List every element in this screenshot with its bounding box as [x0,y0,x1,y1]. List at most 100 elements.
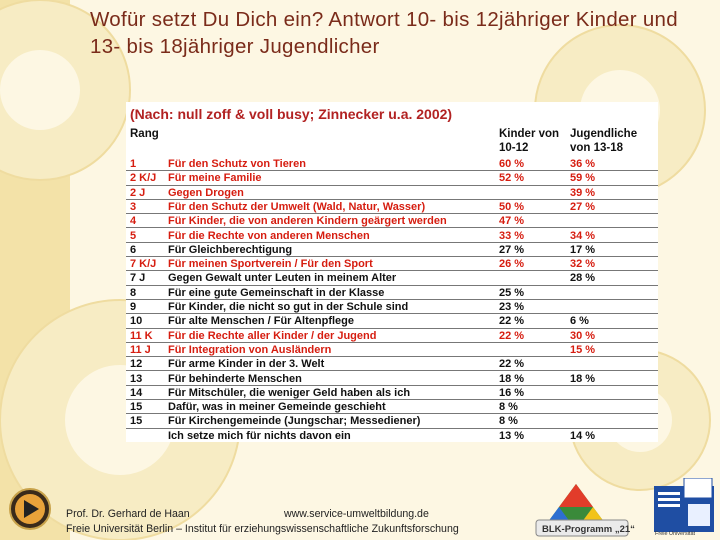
row-rank: 2 J [130,186,146,199]
row-rank: 14 [130,386,143,399]
row-text: Für den Schutz von Tieren [168,158,306,170]
row-rank: 4 [130,215,137,228]
table-row: 1 Für den Schutz von Tieren 60 % 36 % [126,157,658,172]
row-rank: 8 [130,286,137,299]
row-youth-value: 59 % [570,172,596,185]
row-text: Für behinderte Menschen [168,372,302,385]
row-youth-value: 34 % [570,229,596,242]
header-youth-line1: Jugendliche [570,128,638,140]
row-rank: 2 K/J [130,172,157,185]
results-table: (Nach: null zoff & voll busy; Zinnecker … [126,102,658,442]
fu-berlin-logo [654,478,714,532]
table-row: 11 K Für die Rechte aller Kinder / der Ju… [126,329,658,343]
row-kids-value: 50 % [499,200,525,213]
row-text: Für Mitschüler, die weniger Geld haben a… [168,386,411,399]
row-text: Gegen Drogen [168,186,244,199]
table-row: 8 Für eine gute Gemeinschaft in der Klass… [126,286,658,300]
row-text: Für meine Familie [168,172,262,185]
row-youth-value: 15 % [570,343,596,356]
table-row: 7 K/J Für meinen Sportverein / Für den Sp… [126,257,658,272]
row-kids-value: 33 % [499,229,525,242]
table-row: 4 Für Kinder, die von anderen Kindern geä… [126,214,658,229]
row-kids-value: 22 % [499,358,525,371]
row-kids-value: 26 % [499,258,525,271]
table-row: 14 Für Mitschüler, die weniger Geld haben… [126,386,658,401]
blk-programm-logo: BLK-Programm „21“ [535,484,635,537]
row-text: Für Kinder, die nicht so gut in der Schu… [168,301,409,313]
row-youth-value: 32 % [570,258,596,271]
header-youth-line2: von 13-18 [570,142,624,154]
row-rank: 9 [130,301,137,313]
table-row: 15 Dafür, was in meiner Gemeinde geschieh… [126,400,658,415]
row-rank: 7 J [130,272,146,285]
row-kids-value: 8 % [499,415,518,428]
navigation-play-icon[interactable] [6,487,54,531]
row-text: Für eine gute Gemeinschaft in der Klasse [168,286,385,299]
fu-logo-text: Freie Universität [655,531,696,537]
row-youth-value: 39 % [570,186,596,199]
row-kids-value: 13 % [499,429,525,442]
row-kids-value: 22 % [499,315,525,328]
table-row: 15 Für Kirchengemeinde (Jungschar; Messed… [126,414,658,429]
table-row: 9 Für Kinder, die nicht so gut in der Sch… [126,300,658,315]
row-kids-value: 23 % [499,301,525,313]
table-row: 3 Für den Schutz der Umwelt (Wald, Natur,… [126,200,658,215]
table-row: 2 J Gegen Drogen 39 % [126,186,658,200]
row-kids-value: 18 % [499,372,525,385]
table-row: Ich setze mich für nichts davon ein 13 % 1… [126,429,658,443]
row-kids-value: 47 % [499,215,525,228]
row-rank: 10 [130,315,143,328]
footer: Prof. Dr. Gerhard de Haan www.service-um… [66,507,459,537]
row-kids-value: 16 % [499,386,525,399]
row-text: Für alte Menschen / Für Altenpflege [168,315,355,328]
row-rank: 6 [130,243,137,256]
row-kids-value: 22 % [499,329,525,342]
footer-institute: Freie Universität Berlin – Institut für … [66,523,459,535]
table-row: 6 Für Gleichberechtigung 27 % 17 % [126,243,658,258]
table-row: 2 K/J Für meine Familie 52 % 59 % [126,171,658,186]
row-youth-value: 28 % [570,272,596,285]
row-rank: 11 K [130,329,153,342]
table-row: 5 Für die Rechte von anderen Menschen 33 %… [126,229,658,243]
row-youth-value: 36 % [570,158,596,170]
row-youth-value: 18 % [570,372,596,385]
row-text: Für Kirchengemeinde (Jungschar; Messedie… [168,415,421,428]
blk-logo-text: BLK-Programm „21“ [542,524,635,535]
row-text: Dafür, was in meiner Gemeinde geschieht [168,401,386,414]
table-subtitle: (Nach: null zoff & voll busy; Zinnecker … [130,106,453,122]
row-kids-value: 52 % [499,172,525,185]
row-youth-value: 30 % [570,329,596,342]
row-text: Gegen Gewalt unter Leuten in meinem Alte… [168,272,397,285]
row-rank: 12 [130,358,143,371]
row-text: Ich setze mich für nichts davon ein [168,429,351,442]
row-youth-value: 6 % [570,315,589,328]
row-rank: 1 [130,158,137,170]
row-text: Für den Schutz der Umwelt (Wald, Natur, … [168,200,426,213]
row-rank: 13 [130,372,143,385]
table-row: 13 Für behinderte Menschen 18 % 18 % [126,372,658,386]
row-rank: 15 [130,415,143,428]
footer-url[interactable]: www.service-umweltbildung.de [284,508,429,520]
row-text: Für arme Kinder in der 3. Welt [168,358,325,371]
page-title: Wofür setzt Du Dich ein? Antwort 10- bis… [90,8,678,58]
row-rank: 3 [130,200,137,213]
table-row: 12 Für arme Kinder in der 3. Welt 22 % [126,357,658,372]
row-text: Für Gleichberechtigung [168,243,293,256]
row-text: Für Integration von Ausländern [168,343,332,356]
table-row: 7 J Gegen Gewalt unter Leuten in meinem A… [126,271,658,286]
header-kids-line2: 10-12 [499,142,529,154]
row-youth-value: 17 % [570,243,596,256]
row-kids-value: 27 % [499,243,525,256]
row-rank: 7 K/J [130,258,157,271]
row-rank: 15 [130,401,143,414]
header-kids-line1: Kinder von [499,128,560,140]
row-text: Für meinen Sportverein / Für den Sport [168,258,373,271]
header-rank: Rang [130,128,159,140]
row-youth-value: 14 % [570,429,596,442]
row-rank: 11 J [130,343,151,356]
row-youth-value: 27 % [570,200,596,213]
footer-author: Prof. Dr. Gerhard de Haan [66,508,190,520]
table-row: 11 J Für Integration von Ausländern 15 % [126,343,658,358]
row-text: Für Kinder, die von anderen Kindern geär… [168,215,447,228]
row-text: Für die Rechte von anderen Menschen [168,229,370,242]
